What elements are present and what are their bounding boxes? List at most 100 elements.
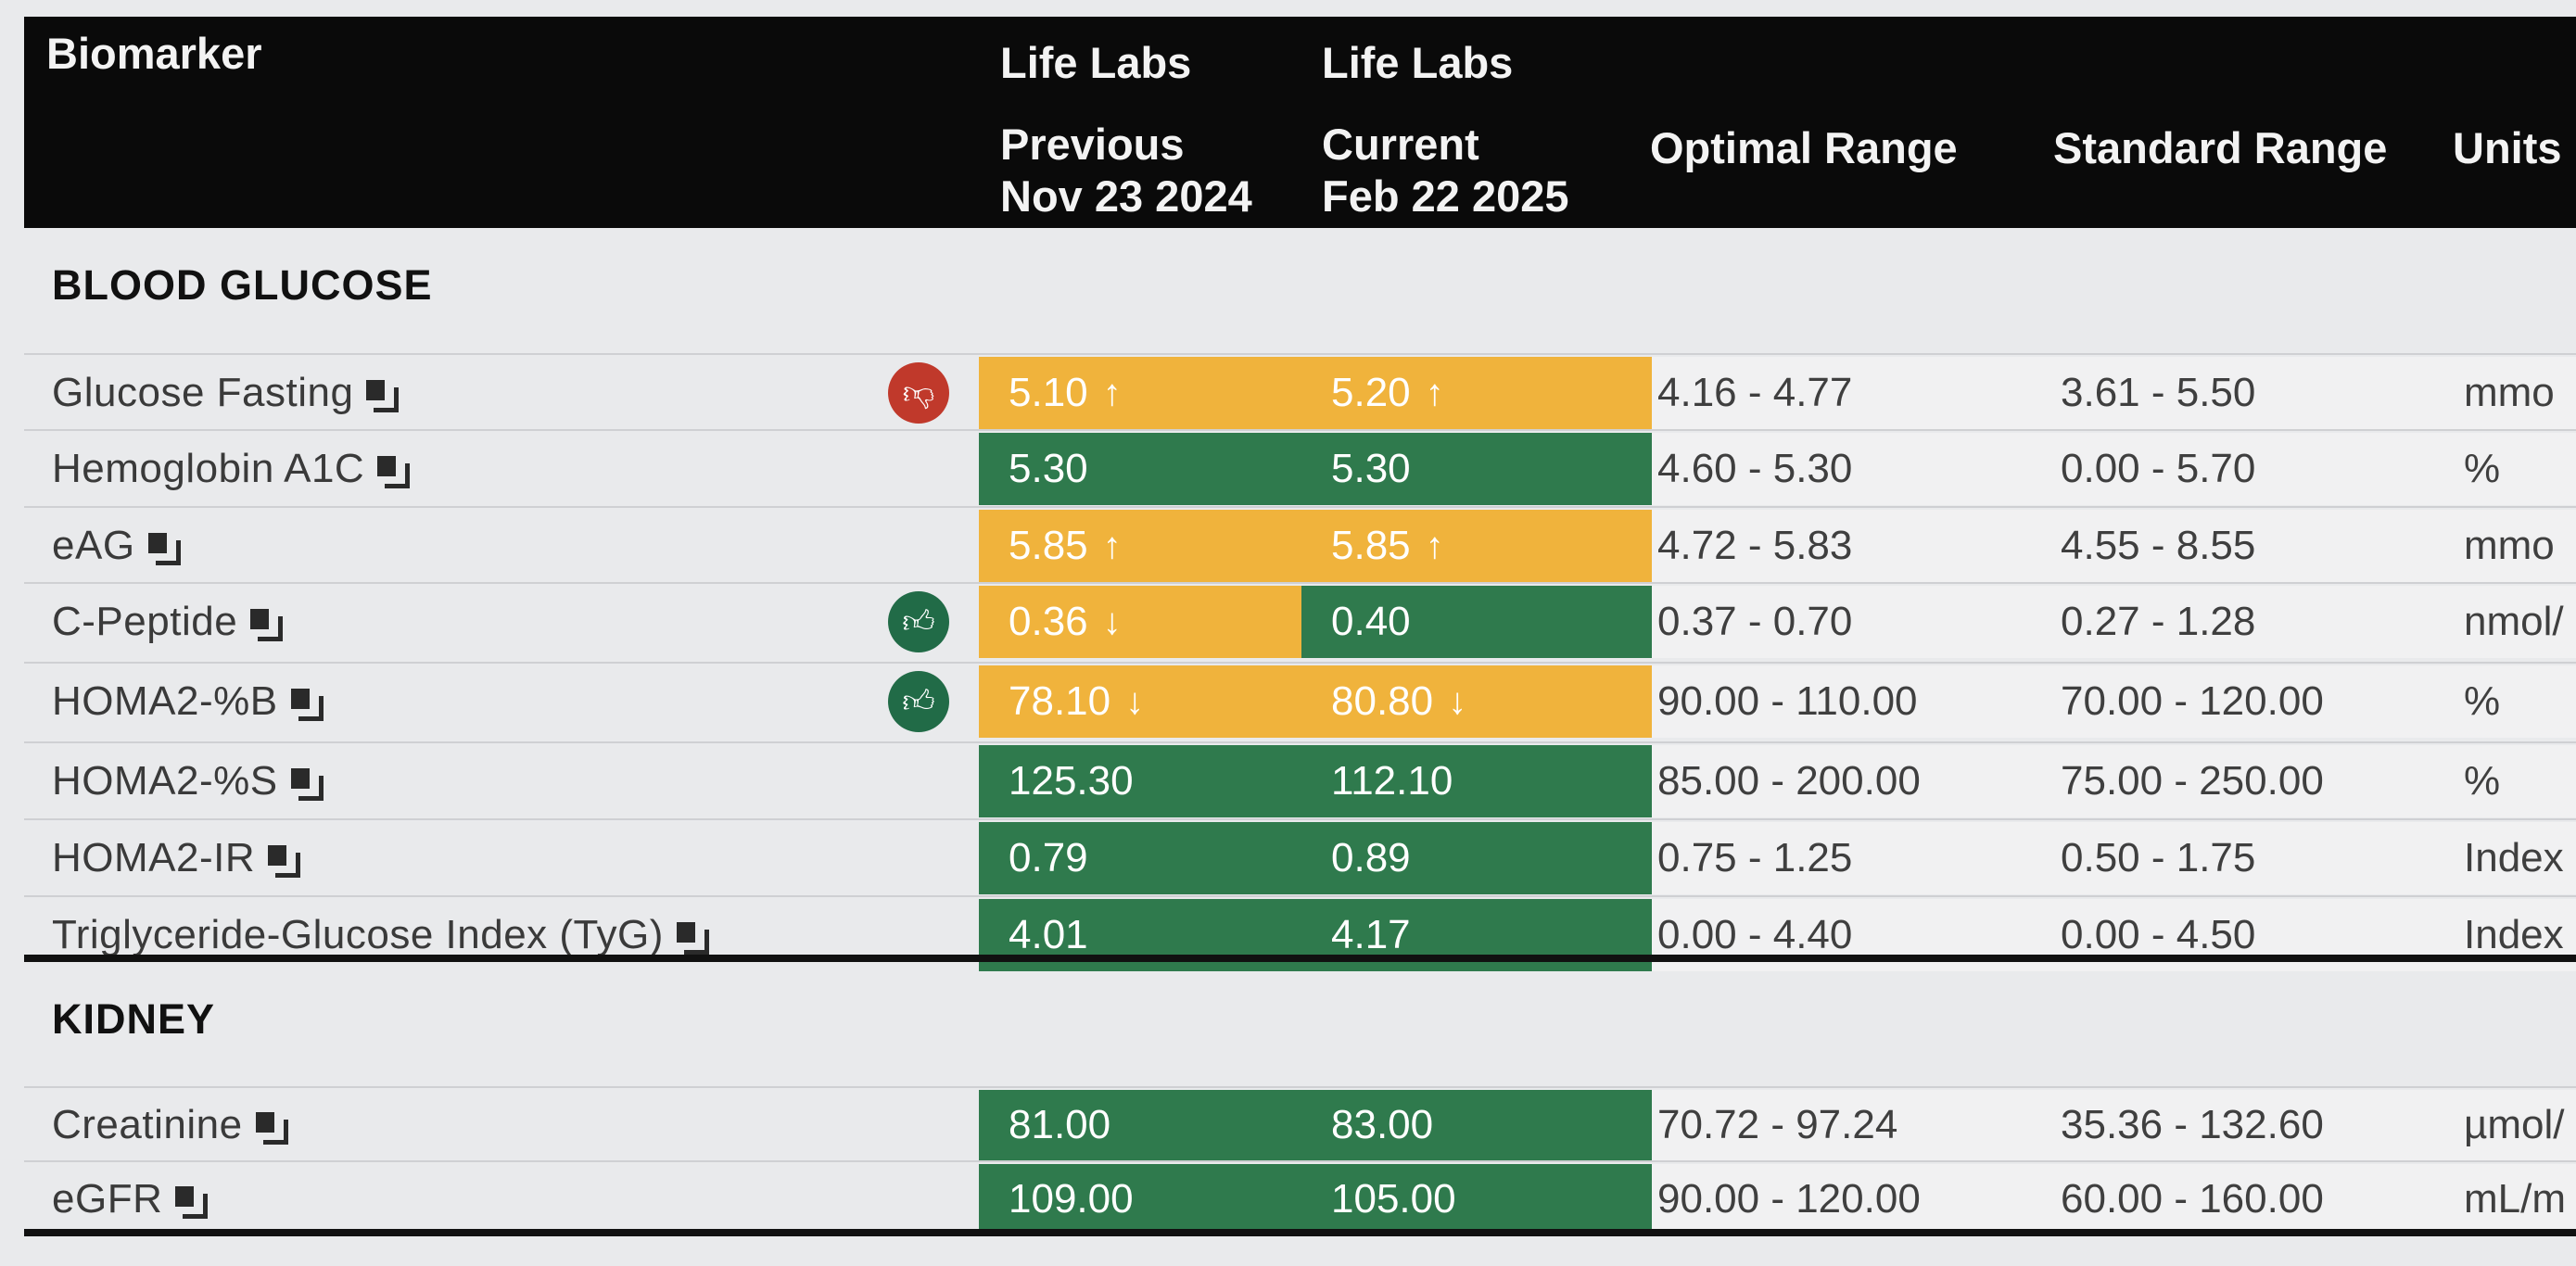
header-previous-label: Previous	[1000, 120, 1185, 169]
value-text: 0.79	[1009, 835, 1088, 880]
previous-value: 0.79	[979, 822, 1301, 894]
value-text: 80.80	[1331, 678, 1434, 724]
range-background	[1628, 1090, 2576, 1160]
document-icon[interactable]	[255, 1112, 288, 1145]
arrow-down-icon: ↓	[1125, 680, 1145, 722]
arrow-down-icon: ↓	[1102, 601, 1122, 642]
current-value: 5.30	[1301, 433, 1652, 505]
biomarker-row[interactable]: HOMA2-IR 0.79 0.89 0.75 - 1.25 0.50 - 1.75 In…	[24, 822, 2576, 894]
biomarker-row[interactable]: Creatinine 81.00 83.00 70.72 - 97.24 35.36 -…	[24, 1090, 2576, 1160]
arrow-up-icon: ↑	[1425, 372, 1444, 413]
biomarker-row[interactable]: C-Peptide 👍︎ 0.36 ↓ 0.40 0.37 - 0.70 0.27 - 1.…	[24, 586, 2576, 658]
range-background	[1628, 510, 2576, 582]
range-background	[1628, 357, 2576, 429]
optimal-range: 85.00 - 200.00	[1657, 758, 1921, 804]
document-icon[interactable]	[250, 609, 284, 641]
document-icon[interactable]	[290, 768, 324, 801]
biomarker-row[interactable]: Hemoglobin A1C 5.30 5.30 4.60 - 5.30 0.00 - …	[24, 433, 2576, 505]
biomarker-name[interactable]: Hemoglobin A1C	[52, 433, 411, 505]
biomarker-name-text: Triglyceride-Glucose Index (TyG)	[52, 912, 664, 957]
document-icon[interactable]	[366, 380, 400, 412]
header-standard-range: Standard Range	[2053, 123, 2388, 172]
header-current-label: Current	[1322, 120, 1479, 169]
row-divider	[24, 741, 2576, 743]
document-icon[interactable]	[268, 845, 301, 878]
biomarker-name[interactable]: eGFR	[52, 1164, 209, 1234]
current-value: 112.10	[1301, 745, 1652, 817]
biomarker-name[interactable]: Triglyceride-Glucose Index (TyG)	[52, 899, 709, 971]
row-divider	[24, 429, 2576, 431]
standard-range: 0.00 - 4.50	[2061, 912, 2256, 957]
arrow-up-icon: ↑	[1102, 525, 1122, 566]
header-biomarker: Biomarker	[46, 29, 262, 78]
standard-range: 75.00 - 250.00	[2061, 758, 2324, 804]
section-title: KIDNEY	[52, 995, 216, 1043]
value-text: 109.00	[1009, 1176, 1134, 1222]
value-text: 0.36	[1009, 599, 1088, 644]
value-text: 125.30	[1009, 758, 1134, 804]
biomarker-row[interactable]: HOMA2-%S 125.30 112.10 85.00 - 200.00 75.00 …	[24, 745, 2576, 817]
standard-range: 0.50 - 1.75	[2061, 835, 2256, 880]
biomarker-row[interactable]: eAG 5.85 ↑ 5.85 ↑ 4.72 - 5.83 4.55 - 8.55 mmo	[24, 510, 2576, 582]
units: nmol/	[2464, 599, 2564, 644]
optimal-range: 0.00 - 4.40	[1657, 912, 1853, 957]
optimal-range: 0.37 - 0.70	[1657, 599, 1853, 644]
value-text: 105.00	[1331, 1176, 1456, 1222]
section-title: BLOOD GLUCOSE	[52, 261, 433, 309]
header-current-date: Current Feb 22 2025	[1322, 119, 1569, 222]
units: µmol/	[2464, 1102, 2565, 1147]
biomarker-name-text: eAG	[52, 523, 135, 568]
previous-value: 5.85 ↑	[979, 510, 1301, 582]
biomarker-name-text: HOMA2-%S	[52, 758, 278, 804]
arrow-up-icon: ↑	[1425, 525, 1444, 566]
previous-value: 78.10 ↓	[979, 665, 1301, 738]
units: mmo	[2464, 523, 2555, 568]
header-current-date-text: Feb 22 2025	[1322, 171, 1569, 221]
optimal-range: 90.00 - 110.00	[1657, 678, 1918, 724]
biomarker-name[interactable]: HOMA2-%B	[52, 665, 324, 738]
standard-range: 3.61 - 5.50	[2061, 370, 2256, 415]
optimal-range: 4.60 - 5.30	[1657, 446, 1853, 491]
biomarker-name-text: HOMA2-%B	[52, 678, 278, 724]
biomarker-name[interactable]: HOMA2-%S	[52, 745, 324, 817]
current-value: 80.80 ↓	[1301, 665, 1652, 738]
optimal-range: 70.72 - 97.24	[1657, 1102, 1898, 1147]
biomarker-row[interactable]: HOMA2-%B 👍︎ 78.10 ↓ 80.80 ↓ 90.00 - 110.00 70.0…	[24, 665, 2576, 738]
units: %	[2464, 758, 2501, 804]
biomarker-name[interactable]: eAG	[52, 510, 181, 582]
document-icon[interactable]	[676, 922, 709, 955]
biomarker-name[interactable]: HOMA2-IR	[52, 822, 301, 894]
biomarker-name[interactable]: Creatinine	[52, 1090, 288, 1160]
row-divider	[24, 818, 2576, 820]
header-units: Units	[2453, 123, 2562, 172]
optimal-range: 4.16 - 4.77	[1657, 370, 1853, 415]
document-icon[interactable]	[290, 689, 324, 721]
value-text: 83.00	[1331, 1102, 1434, 1147]
units: mL/m	[2464, 1176, 2566, 1222]
range-background	[1628, 1164, 2576, 1234]
document-icon[interactable]	[175, 1186, 209, 1219]
biomarker-name[interactable]: C-Peptide	[52, 586, 284, 658]
biomarker-name[interactable]: Glucose Fasting	[52, 357, 400, 429]
biomarker-row[interactable]: Glucose Fasting 👎︎ 5.10 ↑ 5.20 ↑ 4.16 - 4.77 3.…	[24, 357, 2576, 429]
current-value: 105.00	[1301, 1164, 1652, 1234]
section-divider	[24, 955, 2576, 962]
row-divider	[24, 1086, 2576, 1088]
biomarker-row[interactable]: eGFR 109.00 105.00 90.00 - 120.00 60.00 - 16…	[24, 1164, 2576, 1234]
previous-value: 109.00	[979, 1164, 1301, 1234]
value-text: 5.20	[1331, 370, 1411, 415]
biomarker-name-text: Glucose Fasting	[52, 370, 354, 415]
header-current-lab: Life Labs	[1322, 38, 1514, 87]
units: %	[2464, 678, 2501, 724]
optimal-range: 0.75 - 1.25	[1657, 835, 1853, 880]
value-text: 4.17	[1331, 912, 1411, 957]
document-icon[interactable]	[377, 456, 411, 488]
standard-range: 35.36 - 132.60	[2061, 1102, 2324, 1147]
header-previous-date-text: Nov 23 2024	[1000, 171, 1252, 221]
current-value: 0.89	[1301, 822, 1652, 894]
optimal-range: 4.72 - 5.83	[1657, 523, 1853, 568]
thumbs-down-icon: 👎︎	[888, 362, 949, 424]
thumbs-up-icon: 👍︎	[888, 591, 949, 652]
standard-range: 4.55 - 8.55	[2061, 523, 2256, 568]
document-icon[interactable]	[147, 533, 181, 565]
